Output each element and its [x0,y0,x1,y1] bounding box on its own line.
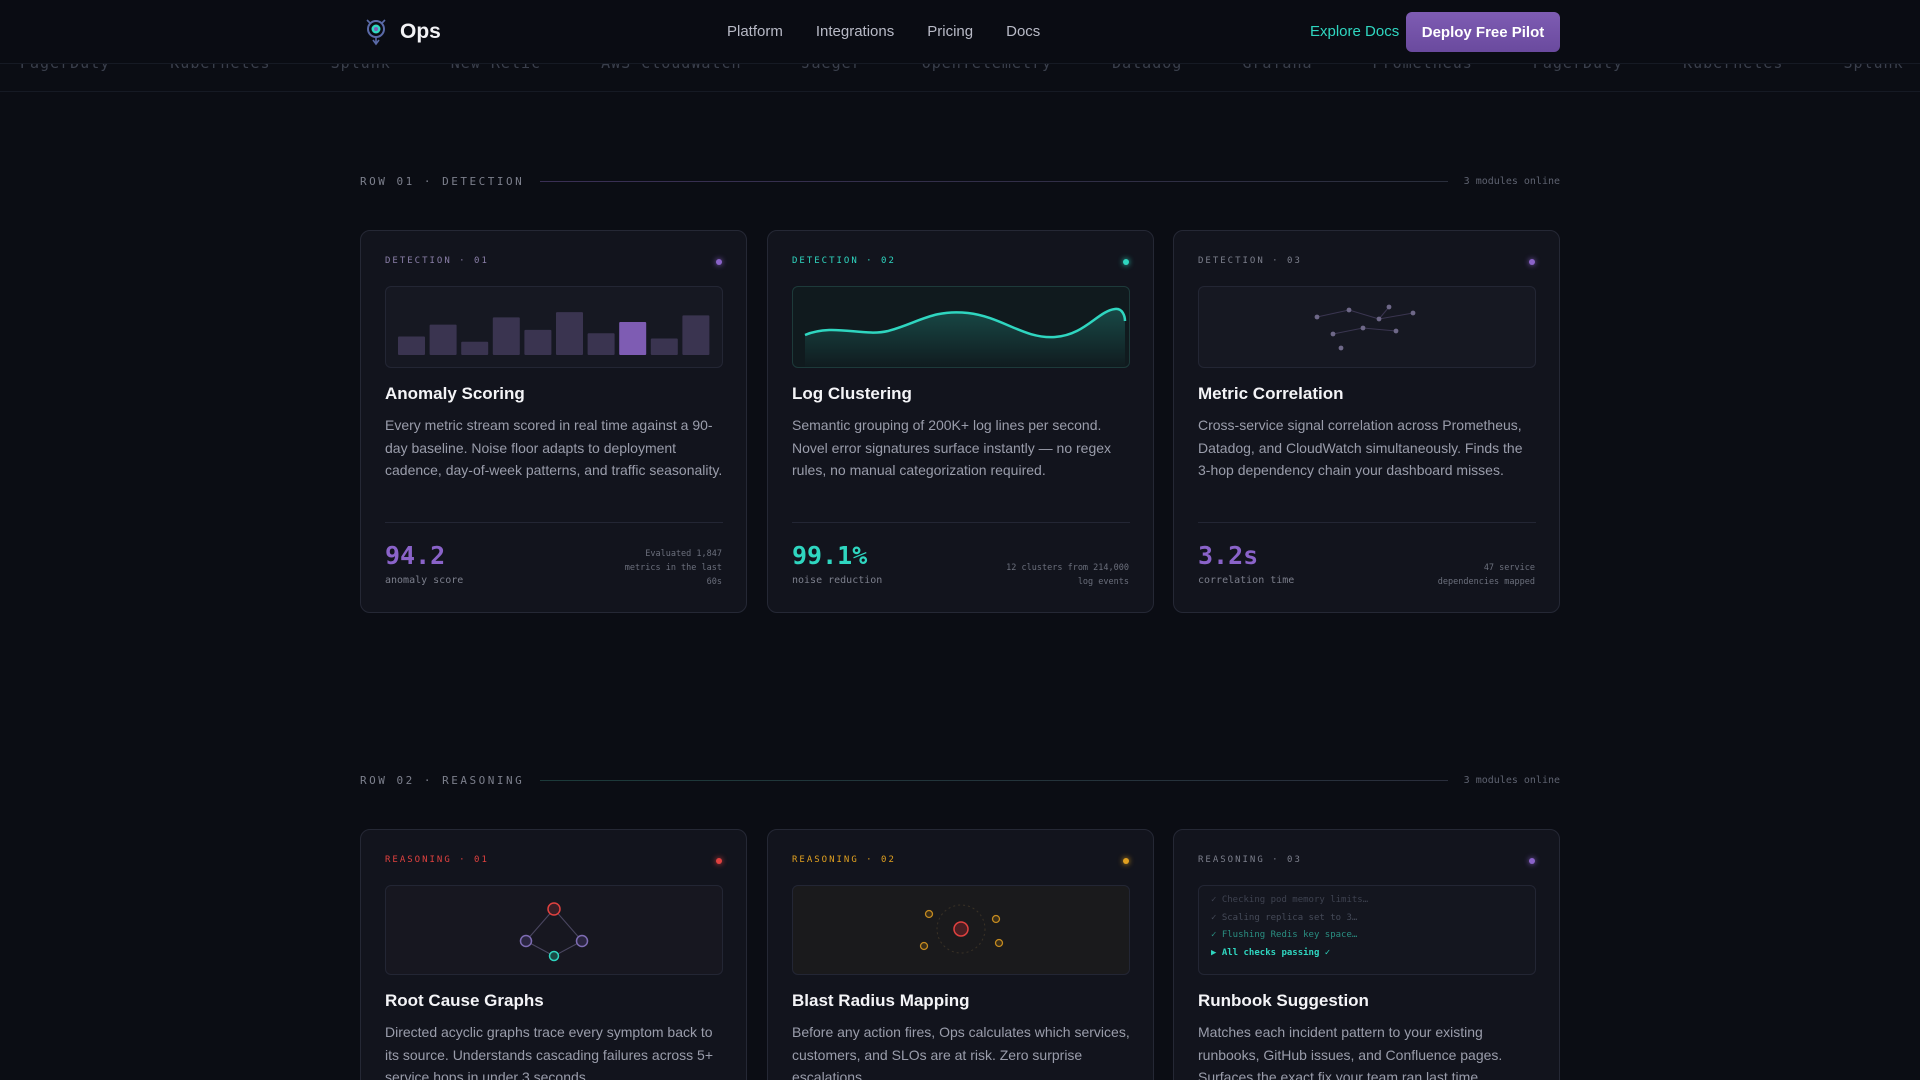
card-description: Before any action fires, Ops calculates … [792,1024,1130,1080]
card-tag: DETECTION · 02 [792,256,896,266]
log-check-icon: ✓ [1211,912,1217,923]
anomaly-bar [556,312,583,355]
row-header-detection: ROW 01 · DETECTION 3 modules online [360,174,1560,188]
log-line: ✓ Flushing Redis key space… [1211,927,1523,945]
row-divider [540,779,1448,781]
card-root-cause-graphs[interactable]: REASONING · 01 Root Cause Graphs Directe… [360,829,747,1080]
log-text: Scaling replica set to 3… [1221,912,1358,923]
log-text: Flushing Redis key space… [1221,930,1358,940]
anomaly-bar [682,315,710,355]
card-divider [1198,522,1536,523]
card-description: Directed acyclic graphs trace every symp… [385,1024,713,1080]
stat-value: 99.1% [792,541,868,570]
deploy-pilot-button[interactable]: Deploy Free Pilot [1406,12,1560,52]
row-label: ROW 01 · DETECTION [360,174,525,188]
card-divider [792,522,1130,523]
card-tag: REASONING · 02 [792,855,896,865]
card-tag: REASONING · 01 [385,855,489,865]
card-title: Root Cause Graphs [385,991,544,1010]
nav-links: Platform Integrations Pricing Docs [727,23,1040,40]
card-tag: DETECTION · 01 [385,256,489,266]
status-dot [1529,858,1535,864]
card-title: Anomaly Scoring [385,384,525,403]
anomaly-bar [587,333,615,355]
card-anomaly-scoring[interactable]: DETECTION · 01 Anomaly Scoring Every met… [360,230,747,613]
nav-link-integrations[interactable]: Integrations [815,23,895,40]
anomaly-bar [650,338,678,355]
status-dot [1123,858,1129,864]
log-play-icon: ▶ [1211,947,1217,958]
anomaly-bar [524,329,552,355]
stat-label: noise reduction [792,575,883,586]
log-line: ✓ Checking pod memory limits… [1211,892,1523,910]
card-runbook-suggestion[interactable]: REASONING · 03 ✓ Checking pod memory lim… [1173,829,1560,1080]
log-check-icon: ✓ [1211,895,1217,905]
anomaly-bars-chart [398,312,710,355]
brand[interactable]: Ops [362,17,441,47]
brand-name: Ops [400,20,441,43]
stat-note: 47 service dependencies mapped [1437,563,1535,587]
nav-link-platform[interactable]: Platform [727,23,783,40]
status-dot [1529,259,1535,265]
anomaly-bar [461,341,489,355]
row-status: 3 modules online [1463,175,1560,187]
card-metric-correlation[interactable]: DETECTION · 03 Metric Correlation Cross-… [1173,230,1560,613]
nav-link-docs[interactable]: Docs [1006,23,1041,40]
bar-visual [385,286,723,368]
card-title: Log Clustering [792,384,912,403]
card-log-clustering[interactable]: DETECTION · 02 Log Clustering Semantic g… [767,230,1154,613]
card-tag: DETECTION · 03 [1198,256,1302,266]
stat-note: 12 clusters from 214,000 log events [1006,563,1129,587]
card-title: Blast Radius Mapping [792,991,970,1010]
explore-docs-link[interactable]: Explore Docs [1310,23,1400,40]
wave-chart [804,307,1127,367]
card-description: Cross-service signal correlation across … [1198,417,1523,478]
anomaly-bar [429,324,457,355]
log-line: ✓ Scaling replica set to 3… [1211,910,1523,928]
card-divider [385,522,723,523]
log-line: ▶ All checks passing ✓ [1211,945,1523,963]
stat-note: Evaluated 1,847 metrics in the last 60s [624,549,722,587]
log-check-icon: ✓ [1211,930,1217,940]
card-tag: REASONING · 03 [1198,855,1302,865]
card-description: Matches each incident pattern to your ex… [1198,1024,1503,1080]
card-description: Every metric stream scored in real time … [385,417,723,478]
blast-radius-diagram [919,904,1004,954]
row-divider [540,180,1448,182]
card-description: Semantic grouping of 200K+ log lines per… [792,417,1112,478]
row-label: ROW 02 · REASONING [360,773,525,787]
status-dot [716,858,722,864]
radius-visual [792,885,1130,975]
status-dot [716,259,722,265]
log-text: Checking pod memory limits… [1221,895,1369,905]
nav-link-pricing[interactable]: Pricing [927,23,974,40]
top-nav: Ops Platform Integrations Pricing Docs E… [0,0,1920,64]
correlation-network [1314,304,1416,351]
card-blast-radius-mapping[interactable]: REASONING · 02 Blast Radius Mapping Befo… [767,829,1154,1080]
anomaly-bar [619,322,647,355]
stat-label: anomaly score [385,575,464,586]
stat-value: 3.2s [1198,541,1259,570]
root-cause-dag [519,902,589,962]
card-title: Metric Correlation [1198,384,1344,403]
runbook-log-visual: ✓ Checking pod memory limits… ✓ Scaling … [1198,885,1536,975]
card-title: Runbook Suggestion [1198,991,1369,1010]
row-status: 3 modules online [1463,774,1560,786]
anomaly-bar [398,336,425,355]
graph-visual [385,885,723,975]
log-text: All checks passing ✓ [1221,947,1331,958]
wave-visual [792,286,1130,368]
row-header-reasoning: ROW 02 · REASONING 3 modules online [360,773,1560,787]
stat-label: correlation time [1198,575,1295,586]
status-dot [1123,259,1129,265]
stat-value: 94.2 [385,541,446,570]
ops-logo-icon [366,19,386,46]
scatter-visual [1198,286,1536,368]
anomaly-bar [492,317,520,355]
